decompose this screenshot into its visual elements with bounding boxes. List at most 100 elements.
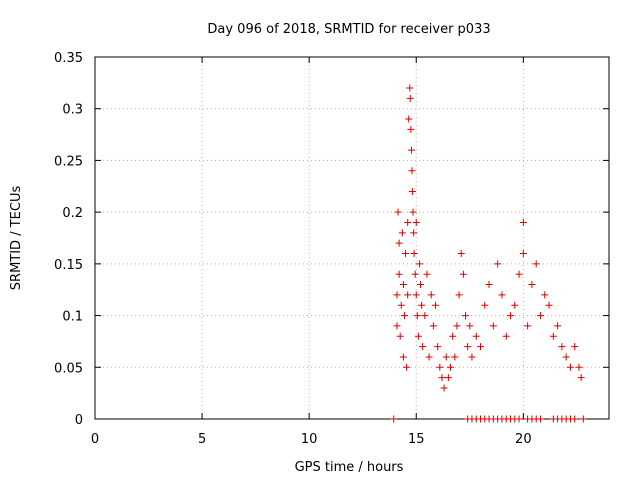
data-point (524, 322, 532, 330)
data-point (457, 250, 465, 258)
data-point (459, 270, 467, 278)
data-point (393, 291, 401, 299)
data-point (410, 250, 418, 258)
data-point (577, 374, 585, 382)
data-point (414, 332, 422, 340)
grid (95, 57, 609, 419)
data-point (481, 301, 489, 309)
data-point (498, 291, 506, 299)
data-point (421, 312, 429, 320)
data-point (515, 415, 523, 423)
y-tick-label: 0.25 (54, 154, 83, 169)
data-point (528, 281, 536, 289)
data-point (418, 301, 426, 309)
y-tick-label: 0.2 (62, 206, 83, 221)
data-point (453, 322, 461, 330)
data-point (417, 281, 425, 289)
data-point (466, 322, 474, 330)
data-point (571, 415, 579, 423)
y-tick-label: 0.15 (54, 258, 83, 273)
data-point (396, 332, 404, 340)
data-point (440, 384, 448, 392)
data-point (402, 250, 410, 258)
x-tick-label: 15 (408, 432, 425, 447)
data-point (519, 218, 527, 226)
data-point (436, 363, 444, 371)
data-point (408, 146, 416, 154)
data-point (511, 301, 519, 309)
plot-frame (94, 56, 610, 420)
y-tick-label: 0.35 (54, 51, 83, 66)
data-point (451, 353, 459, 361)
data-point (404, 218, 412, 226)
data-point (477, 343, 484, 351)
data-point (406, 94, 414, 102)
data-point (575, 363, 583, 371)
data-point (541, 291, 549, 299)
data-point (395, 239, 403, 247)
data-point (444, 374, 452, 382)
data-point (432, 301, 440, 309)
data-point (532, 260, 540, 268)
data-point (571, 343, 579, 351)
data-point (395, 270, 403, 278)
data-point (397, 301, 405, 309)
data-point (408, 167, 416, 175)
data-point (407, 125, 415, 133)
data-point (412, 218, 420, 226)
data-point (411, 270, 419, 278)
data-point (413, 312, 421, 320)
data-point (549, 332, 557, 340)
data-point (502, 332, 510, 340)
data-point (412, 291, 420, 299)
data-point (406, 84, 414, 92)
data-point (415, 260, 423, 268)
y-tick-label: 0.3 (62, 103, 83, 118)
data-point (409, 208, 417, 216)
data-point (398, 229, 406, 237)
data-point (519, 250, 527, 258)
y-tick-label: 0.05 (54, 361, 83, 376)
chart-title: Day 096 of 2018, SRMTID for receiver p03… (207, 22, 490, 37)
data-point (449, 332, 457, 340)
x-axis-label: GPS time / hours (295, 460, 404, 475)
data-point (429, 322, 437, 330)
data-point (399, 353, 407, 361)
data-point (485, 281, 493, 289)
data-point (545, 301, 553, 309)
data-point (579, 415, 587, 423)
data-point (427, 291, 435, 299)
data-point (408, 187, 416, 195)
y-tick-label: 0.1 (62, 310, 83, 325)
ticks: 0 0.05 0.1 0.15 0.2 0.25 0.3 0.35 0 5 10 15 20 (54, 51, 609, 447)
data-point (442, 353, 450, 361)
data-point (425, 353, 433, 361)
data-point (494, 260, 502, 268)
data-point (464, 343, 472, 351)
data-point (399, 281, 407, 289)
data-point (489, 322, 497, 330)
marks (390, 84, 587, 423)
data-point (515, 270, 523, 278)
y-tick-label: 0 (75, 413, 83, 428)
x-tick-label: 10 (301, 432, 318, 447)
data-point (472, 332, 480, 340)
data-point (393, 322, 401, 330)
data-point (394, 208, 402, 216)
x-tick-label: 5 (198, 432, 206, 447)
data-point (506, 312, 514, 320)
data-point (447, 363, 455, 371)
data-point (410, 229, 418, 237)
data-point (438, 374, 446, 382)
data-point (558, 343, 566, 351)
data-point (404, 291, 412, 299)
data-point (403, 363, 411, 371)
data-point (468, 353, 476, 361)
data-point (405, 115, 413, 123)
data-point (390, 415, 398, 423)
y-axis-label: SRMTID / TECUs (9, 186, 24, 291)
data-point (455, 291, 463, 299)
data-point (554, 322, 562, 330)
data-point (536, 312, 544, 320)
data-point (566, 363, 574, 371)
